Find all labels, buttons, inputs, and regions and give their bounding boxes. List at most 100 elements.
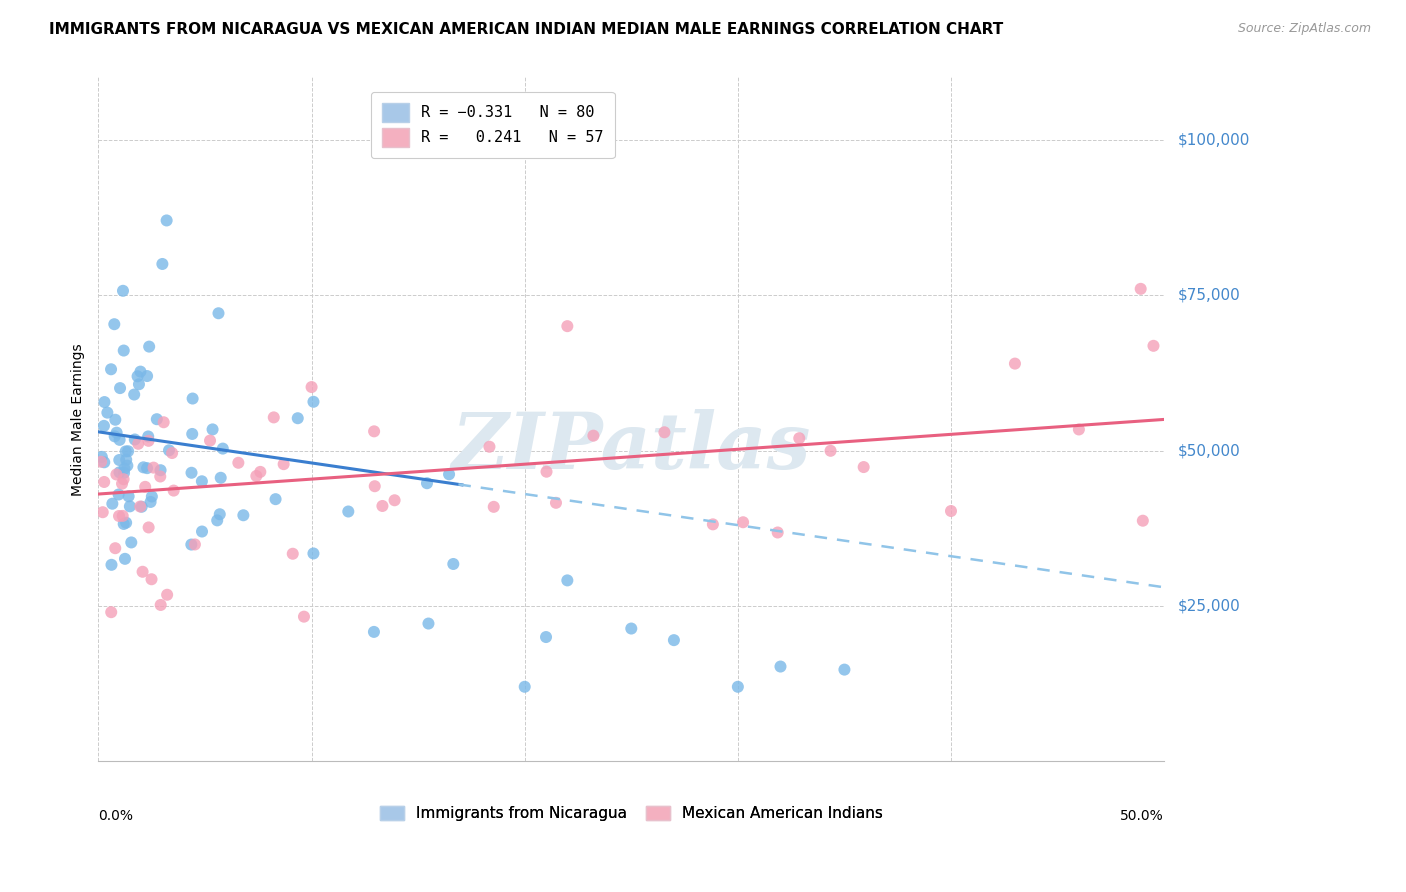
Point (249, 465, 271, 479)
Point (1004, 357, 1026, 371)
Point (136, 461, 159, 475)
Point (101, 497, 124, 511)
Point (156, 213, 179, 227)
Point (100, 558, 122, 572)
Point (136, 429, 159, 443)
Point (766, 525, 789, 540)
Text: $50,000: $50,000 (1178, 443, 1240, 458)
Point (128, 377, 150, 392)
Point (557, 574, 579, 588)
Point (273, 457, 295, 471)
Point (620, 622, 643, 636)
Point (105, 425, 128, 440)
Point (112, 472, 135, 486)
Point (364, 479, 387, 493)
Point (418, 616, 440, 631)
Point (131, 565, 153, 579)
Point (416, 476, 439, 491)
Point (127, 369, 149, 384)
Point (115, 452, 138, 467)
Point (482, 500, 505, 514)
Point (205, 513, 228, 527)
Text: 50.0%: 50.0% (1121, 809, 1164, 823)
Point (93, 395, 115, 409)
Point (787, 431, 810, 445)
Point (209, 471, 232, 485)
Point (117, 489, 139, 503)
Point (93, 475, 115, 489)
Point (117, 444, 139, 458)
Point (149, 598, 172, 612)
Point (181, 392, 204, 406)
Point (478, 440, 501, 454)
Point (180, 466, 202, 480)
Point (733, 515, 755, 529)
Point (232, 508, 254, 523)
Point (852, 460, 875, 475)
Point (191, 475, 214, 489)
Point (1129, 282, 1152, 296)
Point (302, 394, 325, 409)
Point (90, 450, 112, 464)
Point (138, 520, 160, 534)
Point (114, 461, 136, 475)
Point (129, 500, 152, 514)
Point (1142, 339, 1164, 353)
Point (108, 508, 131, 523)
Point (142, 460, 165, 475)
Point (108, 453, 131, 467)
Point (139, 495, 162, 509)
Point (157, 443, 180, 458)
Text: $25,000: $25,000 (1178, 599, 1240, 614)
Point (181, 426, 204, 441)
Point (120, 535, 142, 549)
Point (160, 446, 183, 460)
Point (138, 340, 160, 354)
Point (834, 663, 856, 677)
Point (136, 369, 159, 384)
Point (96, 406, 118, 420)
Point (122, 387, 145, 401)
Point (337, 504, 360, 518)
Point (104, 541, 127, 556)
Point (134, 480, 156, 494)
Point (437, 467, 460, 482)
Point (112, 466, 135, 480)
Point (141, 572, 163, 586)
Point (117, 458, 139, 473)
Point (582, 428, 605, 442)
Point (108, 381, 131, 395)
Point (264, 492, 287, 507)
Point (371, 499, 394, 513)
Point (152, 415, 174, 429)
Point (118, 500, 141, 514)
Text: 0.0%: 0.0% (98, 809, 134, 823)
Point (131, 500, 153, 514)
Point (292, 609, 315, 624)
Point (108, 433, 131, 447)
Point (207, 306, 229, 320)
Point (184, 537, 207, 551)
Point (108, 465, 131, 479)
Point (557, 319, 579, 334)
Point (93, 455, 115, 469)
Point (90, 455, 112, 469)
Point (146, 412, 169, 426)
Point (820, 443, 842, 458)
Point (105, 467, 128, 482)
Point (513, 680, 536, 694)
Point (100, 605, 122, 619)
Point (191, 524, 214, 539)
Point (91, 505, 114, 519)
Point (245, 469, 267, 483)
Point (534, 630, 557, 644)
Point (727, 680, 749, 694)
Point (112, 516, 135, 531)
Point (384, 493, 406, 508)
Text: IMMIGRANTS FROM NICARAGUA VS MEXICAN AMERICAN INDIAN MEDIAN MALE EARNINGS CORREL: IMMIGRANTS FROM NICARAGUA VS MEXICAN AME… (49, 22, 1004, 37)
Point (150, 257, 173, 271)
Point (93, 418, 115, 433)
Point (103, 317, 125, 331)
Text: $75,000: $75,000 (1178, 287, 1240, 302)
Point (544, 496, 567, 510)
